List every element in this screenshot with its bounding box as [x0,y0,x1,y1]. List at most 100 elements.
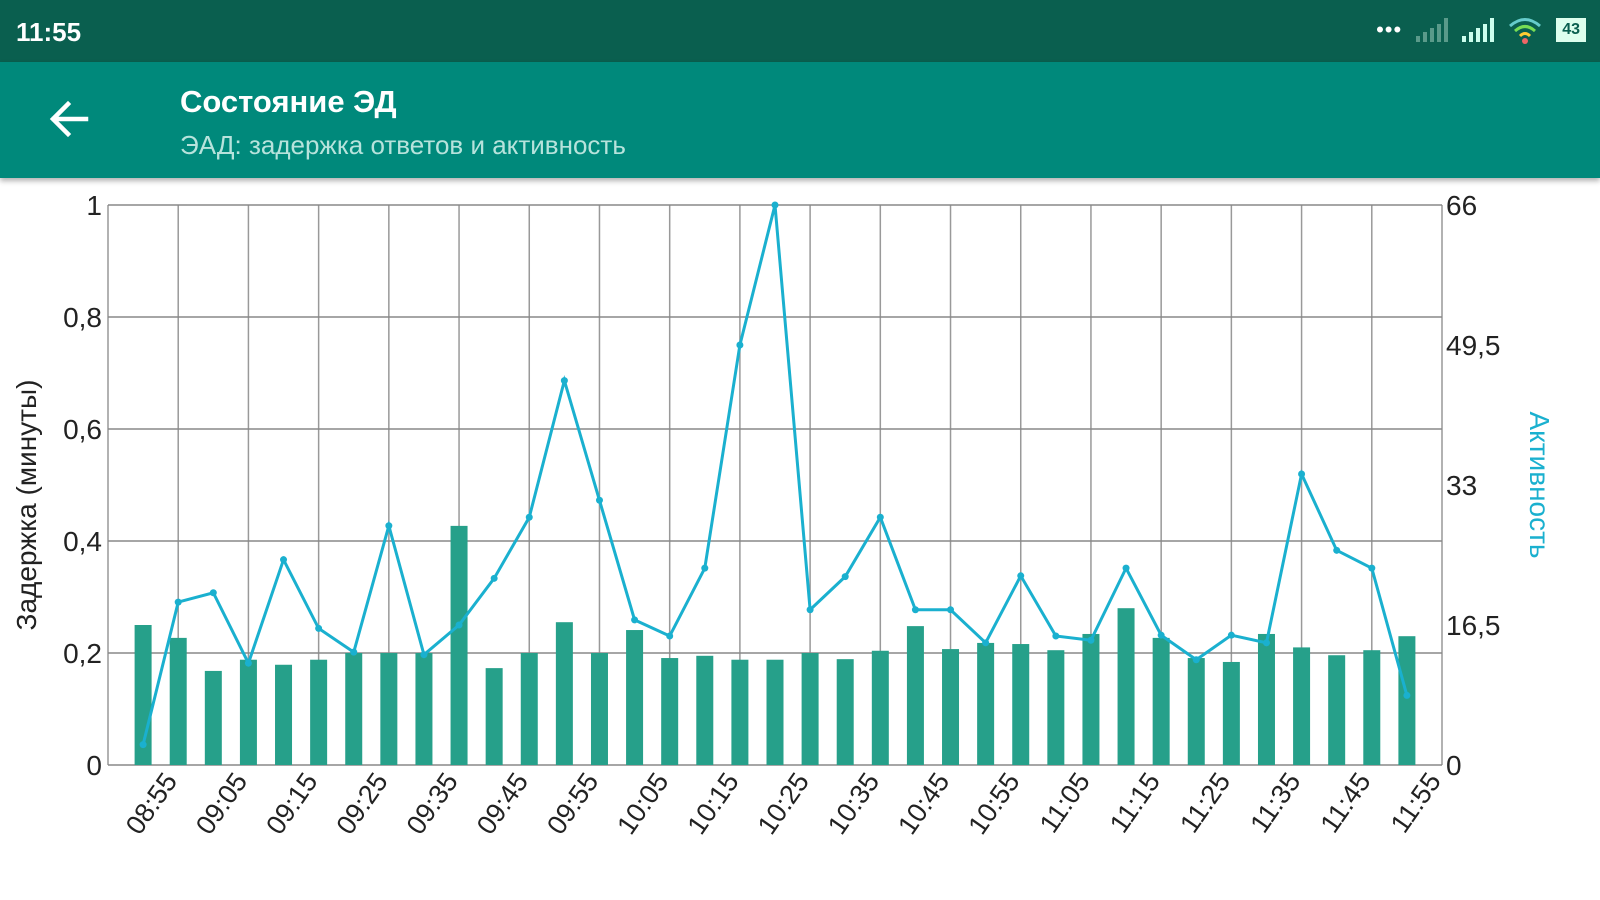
activity-point [315,624,323,632]
delay-bar [1012,644,1030,765]
activity-point [1157,631,1165,639]
activity-point [139,741,147,749]
delay-bar [836,659,854,765]
delay-bar [696,655,714,765]
left-axis-tick-label: 0,6 [63,414,102,445]
x-axis-tick-label: 11:45 [1315,767,1377,838]
delay-bar [169,637,187,765]
x-axis-tick-label: 11:15 [1104,767,1166,838]
x-axis-tick-label: 09:55 [541,767,604,840]
x-axis-tick-label: 11:05 [1034,767,1096,838]
x-axis-tick-label: 10:05 [611,767,674,840]
delay-bar [906,626,924,765]
activity-point [1298,470,1306,478]
activity-point [1368,564,1376,572]
activity-point [1227,631,1235,639]
delay-bar [275,664,293,765]
right-axis-tick-label: 16,5 [1446,610,1501,641]
delay-bar [204,670,222,765]
delay-bar [1187,658,1205,765]
activity-point [631,616,639,624]
delay-bar [555,622,573,765]
delay-bar [1398,636,1416,765]
left-axis-tick-label: 0,2 [63,638,102,669]
delay-bar [485,668,503,765]
activity-point [1122,564,1130,572]
x-axis-tick-label: 11:35 [1244,767,1306,838]
delay-bar [871,650,889,765]
activity-point [525,513,533,521]
x-axis-tick-label: 09:05 [190,767,253,840]
x-axis-tick-label: 09:45 [471,767,534,840]
left-axis-tick-label: 1 [86,190,102,221]
wifi-icon [1509,18,1542,44]
status-time: 11:55 [16,17,82,47]
delay-bar [977,642,995,765]
battery-icon: 43 [1556,18,1586,42]
x-axis-tick-label: 11:55 [1385,767,1447,838]
activity-point [736,341,744,349]
delay-bar [731,659,749,765]
delay-bar [520,653,538,765]
activity-point [1192,656,1200,664]
delay-bar [380,653,398,765]
activity-point [1017,572,1025,580]
page-title: Состояние ЭД [180,84,397,119]
delay-bar [1117,608,1135,765]
delay-bar [1293,647,1311,765]
activity-point [947,606,955,614]
activity-point [209,589,217,597]
left-axis-tick-label: 0 [86,750,102,781]
delay-bar [942,649,960,765]
activity-point [244,659,252,667]
signal-icon [1462,18,1495,42]
activity-point [174,598,182,606]
delay-bar [626,630,644,765]
right-axis-tick-label: 49,5 [1446,330,1501,361]
status-bar: 11:55 ••• 43 [0,0,1600,62]
activity-point [385,522,393,530]
delay-bar [345,653,363,765]
activity-point [841,573,849,581]
x-axis-tick-label: 10:15 [681,767,744,840]
activity-point [420,651,428,659]
x-axis-tick-label: 09:35 [401,767,464,840]
delay-bar [661,658,679,765]
x-axis-tick-label: 09:15 [260,767,323,840]
x-axis-tick-label: 10:55 [962,767,1025,840]
right-axis-tick-label: 66 [1446,190,1477,221]
activity-point [911,606,919,614]
delay-bar [310,659,328,765]
right-axis-title: Активность [1524,411,1555,558]
app-bar: Состояние ЭД ЭАД: задержка ответов и акт… [0,62,1600,178]
more-dots-icon: ••• [1376,17,1403,42]
delay-bar [1152,637,1170,765]
activity-point [771,201,779,209]
activity-point [1087,636,1095,644]
activity-point [1333,546,1341,554]
activity-point [1262,639,1270,647]
delay-bar [1222,661,1240,765]
x-axis-tick-label: 09:25 [330,767,393,840]
activity-point [280,556,288,564]
delay-bar [1047,650,1065,765]
left-axis-tick-label: 0,4 [63,526,102,557]
activity-point [1403,691,1411,699]
delay-bar [1082,633,1100,765]
delay-bar [801,653,819,765]
activity-point [350,648,358,656]
right-axis-tick-label: 0 [1446,750,1462,781]
delay-bar [450,525,468,765]
activity-point [560,377,568,385]
activity-point [806,606,814,614]
arrow-back-icon[interactable] [44,94,94,144]
delay-bar [415,653,433,765]
activity-point [455,621,463,629]
right-axis-tick-label: 33 [1446,470,1477,501]
x-axis-tick-label: 11:25 [1174,767,1236,838]
left-axis-tick-label: 0,8 [63,302,102,333]
activity-point [982,639,990,647]
activity-point [701,564,709,572]
delay-bar [1257,633,1275,765]
